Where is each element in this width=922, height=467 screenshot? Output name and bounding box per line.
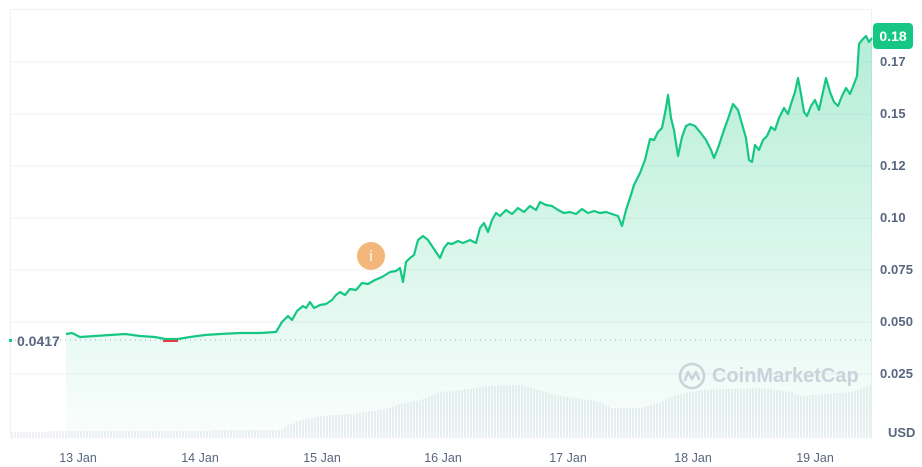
info-marker-icon[interactable]: i (357, 242, 385, 270)
x-tick-label: 18 Jan (674, 451, 712, 465)
y-tick-label: 0.12 (880, 158, 906, 173)
x-tick-label: 17 Jan (549, 451, 587, 465)
coinmarketcap-watermark: CoinMarketCap (678, 362, 859, 390)
coinmarketcap-logo-icon (678, 362, 706, 390)
x-tick-label: 14 Jan (181, 451, 219, 465)
y-tick-label: 0.10 (880, 210, 906, 225)
baseline-marker (9, 339, 12, 342)
x-tick-label: 16 Jan (424, 451, 462, 465)
price-line (65, 34, 873, 341)
info-marker-label: i (369, 247, 373, 265)
y-tick-label: 0.050 (880, 314, 914, 329)
watermark-text: CoinMarketCap (712, 364, 859, 387)
baseline-price-label: 0.0417 (17, 333, 60, 349)
y-tick-label: 0.17 (880, 54, 906, 69)
x-tick-label: 15 Jan (303, 451, 341, 465)
current-price-tag: 0.18 (873, 23, 913, 49)
y-tick-label: 0.15 (880, 106, 906, 121)
current-price-value: 0.18 (879, 28, 907, 44)
price-area-fill (66, 36, 872, 438)
currency-label: USD (888, 425, 916, 440)
y-tick-label: 0.025 (880, 366, 914, 381)
x-tick-label: 13 Jan (59, 451, 97, 465)
x-tick-label: 19 Jan (796, 451, 834, 465)
y-tick-label: 0.075 (880, 262, 914, 277)
